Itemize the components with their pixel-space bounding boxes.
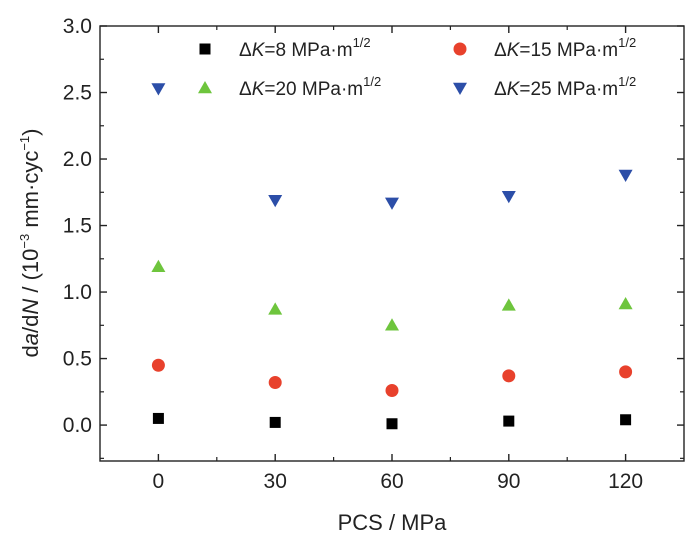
legend-label: ΔK=8 MPa·m1/2 bbox=[239, 35, 371, 61]
x-tick-label: 90 bbox=[497, 470, 520, 493]
legend-marker bbox=[453, 42, 467, 56]
legend-label: ΔK=15 MPa·m1/2 bbox=[494, 35, 636, 61]
data-point bbox=[619, 365, 633, 379]
y-tick-label: 1.0 bbox=[63, 281, 92, 304]
data-points bbox=[151, 83, 633, 430]
data-point bbox=[268, 376, 282, 390]
data-point bbox=[620, 414, 632, 426]
data-point bbox=[268, 195, 283, 208]
legend-label: ΔK=20 MPa·m1/2 bbox=[239, 74, 381, 100]
data-point bbox=[269, 416, 281, 428]
x-tick-label: 0 bbox=[153, 470, 165, 493]
legend-marker bbox=[453, 82, 467, 95]
y-axis-title: da/dN / (10−3 mm·cyc−1) bbox=[17, 129, 43, 358]
y-tick-label: 0.0 bbox=[63, 414, 92, 437]
y-tick-label: 3.0 bbox=[63, 15, 92, 38]
data-point bbox=[502, 369, 516, 383]
data-point bbox=[501, 191, 516, 204]
y-tick-label: 0.5 bbox=[63, 348, 92, 371]
data-point bbox=[151, 83, 166, 96]
x-tick-label: 60 bbox=[380, 470, 403, 493]
y-tick-label: 1.5 bbox=[63, 215, 92, 238]
x-axis-title: PCS / MPa bbox=[338, 510, 448, 535]
legend-marker bbox=[199, 43, 211, 55]
y-tick-label: 2.5 bbox=[63, 82, 92, 105]
data-point bbox=[151, 358, 165, 372]
legend-marker bbox=[198, 81, 212, 94]
data-point bbox=[151, 259, 166, 273]
axis-ticks: 0 30 60 90 120 0.0 0.5 1.0 1.5 2.0 2.5 3.0 bbox=[63, 15, 684, 493]
legend-label: ΔK=25 MPa·m1/2 bbox=[494, 74, 636, 100]
data-point bbox=[503, 415, 515, 427]
y-tick-label: 2.0 bbox=[63, 148, 92, 171]
data-point bbox=[618, 169, 633, 182]
data-point bbox=[386, 418, 398, 430]
x-tick-label: 120 bbox=[608, 470, 643, 493]
data-point bbox=[385, 383, 399, 397]
data-point bbox=[618, 297, 633, 310]
data-point bbox=[385, 318, 399, 331]
data-point bbox=[152, 412, 164, 424]
legend: ΔK=8 MPa·m1/2 ΔK=15 MPa·m1/2 ΔK=20 MPa·m1/… bbox=[198, 35, 636, 100]
data-point bbox=[501, 298, 516, 311]
data-point bbox=[268, 302, 283, 315]
x-tick-label: 30 bbox=[264, 470, 287, 493]
data-point bbox=[385, 197, 399, 210]
